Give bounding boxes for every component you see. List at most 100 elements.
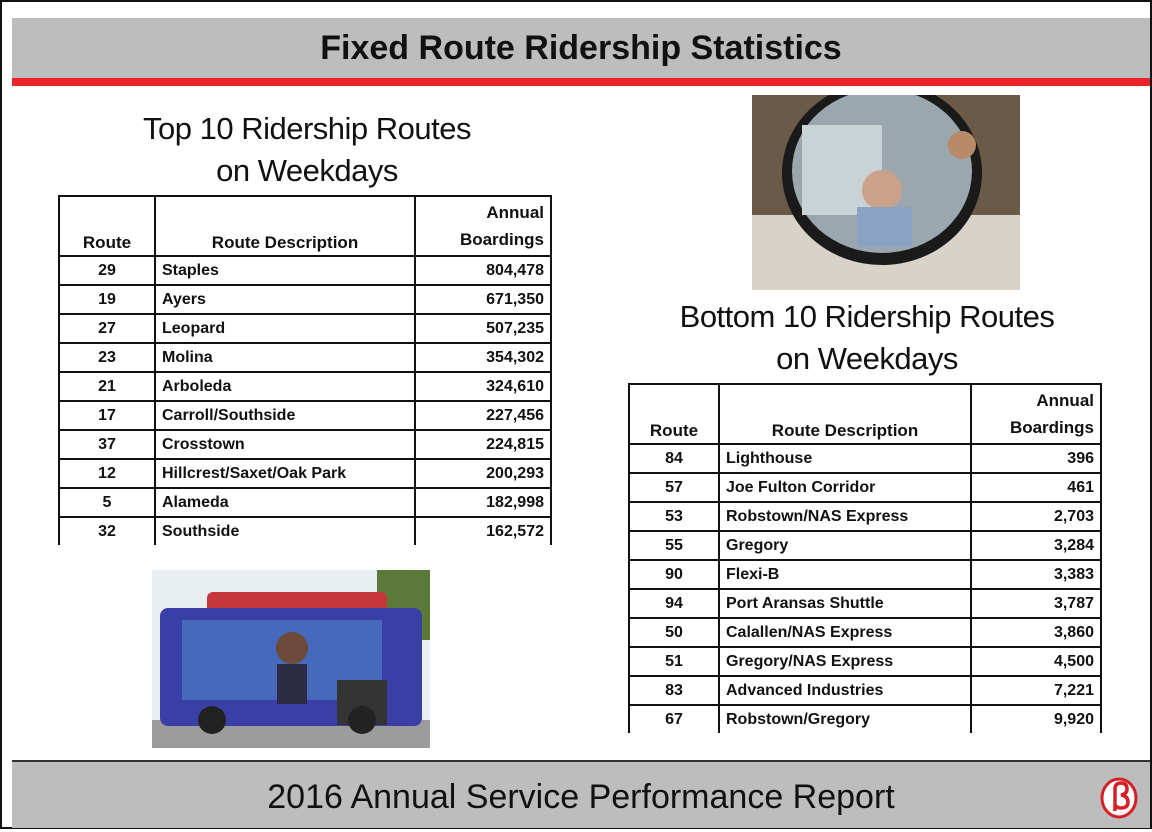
description-cell: Alameda xyxy=(155,488,415,517)
route-cell: 27 xyxy=(59,314,155,343)
description-cell: Robstown/Gregory xyxy=(719,705,971,733)
route-cell: 32 xyxy=(59,517,155,545)
boardings-cell: 9,920 xyxy=(971,705,1101,733)
description-cell: Joe Fulton Corridor xyxy=(719,473,971,502)
route-cell: 19 xyxy=(59,285,155,314)
column-header: Route xyxy=(629,384,719,444)
mirror-photo xyxy=(752,95,1020,290)
title-line: on Weekdays xyxy=(652,338,1082,380)
column-header: Route Description xyxy=(719,384,971,444)
route-cell: 29 xyxy=(59,256,155,285)
description-cell: Lighthouse xyxy=(719,444,971,473)
bottom-title: Bottom 10 Ridership Routes on Weekdays xyxy=(652,296,1082,380)
boardings-cell: 3,787 xyxy=(971,589,1101,618)
boardings-cell: 3,284 xyxy=(971,531,1101,560)
description-cell: Molina xyxy=(155,343,415,372)
column-header: Annual Boardings xyxy=(971,384,1101,444)
route-cell: 55 xyxy=(629,531,719,560)
route-cell: 53 xyxy=(629,502,719,531)
route-cell: 17 xyxy=(59,401,155,430)
boardings-cell: 4,500 xyxy=(971,647,1101,676)
description-cell: Gregory/NAS Express xyxy=(719,647,971,676)
boardings-cell: 182,998 xyxy=(415,488,551,517)
boardings-cell: 200,293 xyxy=(415,459,551,488)
column-header: Route Description xyxy=(155,196,415,256)
description-cell: Advanced Industries xyxy=(719,676,971,705)
column-header: Route xyxy=(59,196,155,256)
boardings-cell: 461 xyxy=(971,473,1101,502)
boardings-cell: 324,610 xyxy=(415,372,551,401)
description-cell: Southside xyxy=(155,517,415,545)
description-cell: Calallen/NAS Express xyxy=(719,618,971,647)
route-cell: 12 xyxy=(59,459,155,488)
boardings-cell: 162,572 xyxy=(415,517,551,545)
route-cell: 57 xyxy=(629,473,719,502)
boardings-cell: 227,456 xyxy=(415,401,551,430)
description-cell: Hillcrest/Saxet/Oak Park xyxy=(155,459,415,488)
page: Fixed Route Ridership Statistics Top 10 … xyxy=(0,0,1152,829)
boardings-cell: 354,302 xyxy=(415,343,551,372)
top-title: Top 10 Ridership Routes on Weekdays xyxy=(102,108,512,192)
logo xyxy=(1100,777,1138,819)
description-cell: Arboleda xyxy=(155,372,415,401)
boardings-cell: 7,221 xyxy=(971,676,1101,705)
route-cell: 67 xyxy=(629,705,719,733)
bus-photo xyxy=(152,570,430,748)
title-line: Bottom 10 Ridership Routes xyxy=(652,296,1082,338)
description-cell: Staples xyxy=(155,256,415,285)
description-cell: Robstown/NAS Express xyxy=(719,502,971,531)
route-cell: 5 xyxy=(59,488,155,517)
title-line: on Weekdays xyxy=(102,150,512,192)
footer-title: 2016 Annual Service Performance Report xyxy=(12,760,1150,828)
description-cell: Port Aransas Shuttle xyxy=(719,589,971,618)
route-cell: 83 xyxy=(629,676,719,705)
description-cell: Flexi-B xyxy=(719,560,971,589)
boardings-cell: 671,350 xyxy=(415,285,551,314)
title-line: Top 10 Ridership Routes xyxy=(102,108,512,150)
description-cell: Crosstown xyxy=(155,430,415,459)
route-cell: 21 xyxy=(59,372,155,401)
column-header: Annual Boardings xyxy=(415,196,551,256)
boardings-cell: 3,383 xyxy=(971,560,1101,589)
route-cell: 94 xyxy=(629,589,719,618)
route-cell: 37 xyxy=(59,430,155,459)
header-title: Fixed Route Ridership Statistics xyxy=(12,18,1150,86)
boardings-cell: 804,478 xyxy=(415,256,551,285)
slide: Fixed Route Ridership Statistics Top 10 … xyxy=(0,0,1152,829)
route-cell: 84 xyxy=(629,444,719,473)
boardings-cell: 3,860 xyxy=(971,618,1101,647)
route-cell: 51 xyxy=(629,647,719,676)
boardings-cell: 507,235 xyxy=(415,314,551,343)
description-cell: Gregory xyxy=(719,531,971,560)
description-cell: Ayers xyxy=(155,285,415,314)
description-cell: Carroll/Southside xyxy=(155,401,415,430)
boardings-cell: 2,703 xyxy=(971,502,1101,531)
route-cell: 50 xyxy=(629,618,719,647)
boardings-cell: 224,815 xyxy=(415,430,551,459)
route-cell: 90 xyxy=(629,560,719,589)
